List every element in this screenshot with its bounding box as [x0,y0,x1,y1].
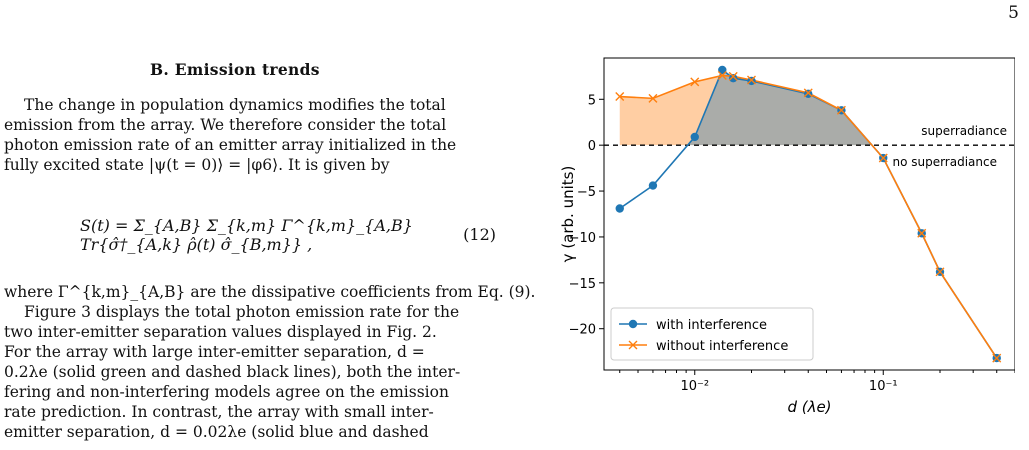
point-without-interference [648,93,658,103]
point-without-interference [747,75,756,85]
y-tick-label: 0 [588,139,596,154]
point-without-interference [717,70,727,80]
y-tick-label: −20 [569,323,596,338]
point-without-interference [935,267,945,277]
text-line: where Γ^{k,m}_{A,B} are the dissipative … [4,283,536,301]
y-axis-label: γ (arb. units) [559,166,577,263]
series-line-without-interference [619,74,998,359]
x-tick-label: 10⁻¹ [869,379,898,394]
page-number: 5 [1008,3,1019,23]
paragraph-discussion: where Γ^{k,m}_{A,B} are the dissipative … [4,282,536,442]
text-line: photon emission rate of an emitter array… [4,136,457,154]
legend-label-with-interference: with interference [656,318,767,333]
point-without-interference [803,88,813,98]
equation-12: S(t) = Σ_{A,B} Σ_{k,m} Γ^{k,m}_{A,B} Tr{… [80,210,496,260]
figure-emission-rate: 5 0 −5 −10 −15 −20 10⁻² 10⁻¹ d (λe) γ (arb. units… [515,40,1016,444]
point-without-interference [917,228,927,238]
section-heading: B. Emission trends [150,60,320,79]
x-axis-label: d (λe) [787,398,831,416]
point-without-interference [615,92,625,102]
y-tick-label: −5 [577,185,596,200]
text-line: 0.2λe (solid green and dashed black line… [4,363,461,381]
point-with-interference [729,73,738,83]
equation-body: S(t) = Σ_{A,B} Σ_{k,m} Γ^{k,m}_{A,B} Tr{… [80,216,413,254]
point-with-interference [615,204,624,213]
text-line: The change in population dynamics modifi… [24,96,446,114]
no-superradiance-label: no superradiance [892,155,997,169]
text-line: Figure 3 displays the total photon emiss… [24,303,460,321]
point-without-interference [878,153,888,163]
fill-without-interference [619,75,872,146]
point-without-interference [836,105,846,115]
point-without-interference [690,77,700,87]
text-line: emission from the array. We therefore co… [4,116,447,134]
y-tick-label: 5 [588,93,596,108]
text-line: For the array with large inter-emitter s… [4,343,425,361]
point-with-interference [718,65,727,75]
y-tick-label: −10 [569,231,596,246]
y-tick-label: −15 [569,277,596,292]
text-line: fering and non-interfering models agree … [4,383,449,401]
legend-label-without-interference: without interference [656,339,788,354]
paragraph-intro: The change in population dynamics modifi… [4,95,496,175]
legend-box [610,307,814,361]
point-with-interference [648,181,658,190]
superradiance-label: superradiance [921,124,1007,138]
equation-number: (12) [463,225,496,244]
legend-marker-with-interference [628,319,638,329]
text-line: two inter-emitter separation values disp… [4,323,437,341]
text-line: rate prediction. In contrast, the array … [4,403,434,421]
text-line: emitter separation, d = 0.02λe (solid bl… [4,423,429,441]
point-without-interference [728,71,738,81]
fill-with-interference [687,69,872,146]
point-with-interference [690,132,699,142]
point-without-interference [992,353,1002,363]
legend-marker-without-interference [628,340,638,350]
emission-rate-chart: 5 0 −5 −10 −15 −20 10⁻² 10⁻¹ d (λe) γ (arb. units… [559,57,1016,416]
text-line: fully excited state |ψ(t = 0)⟩ = |φ6⟩. I… [4,156,390,174]
x-tick-label: 10⁻² [680,379,709,394]
